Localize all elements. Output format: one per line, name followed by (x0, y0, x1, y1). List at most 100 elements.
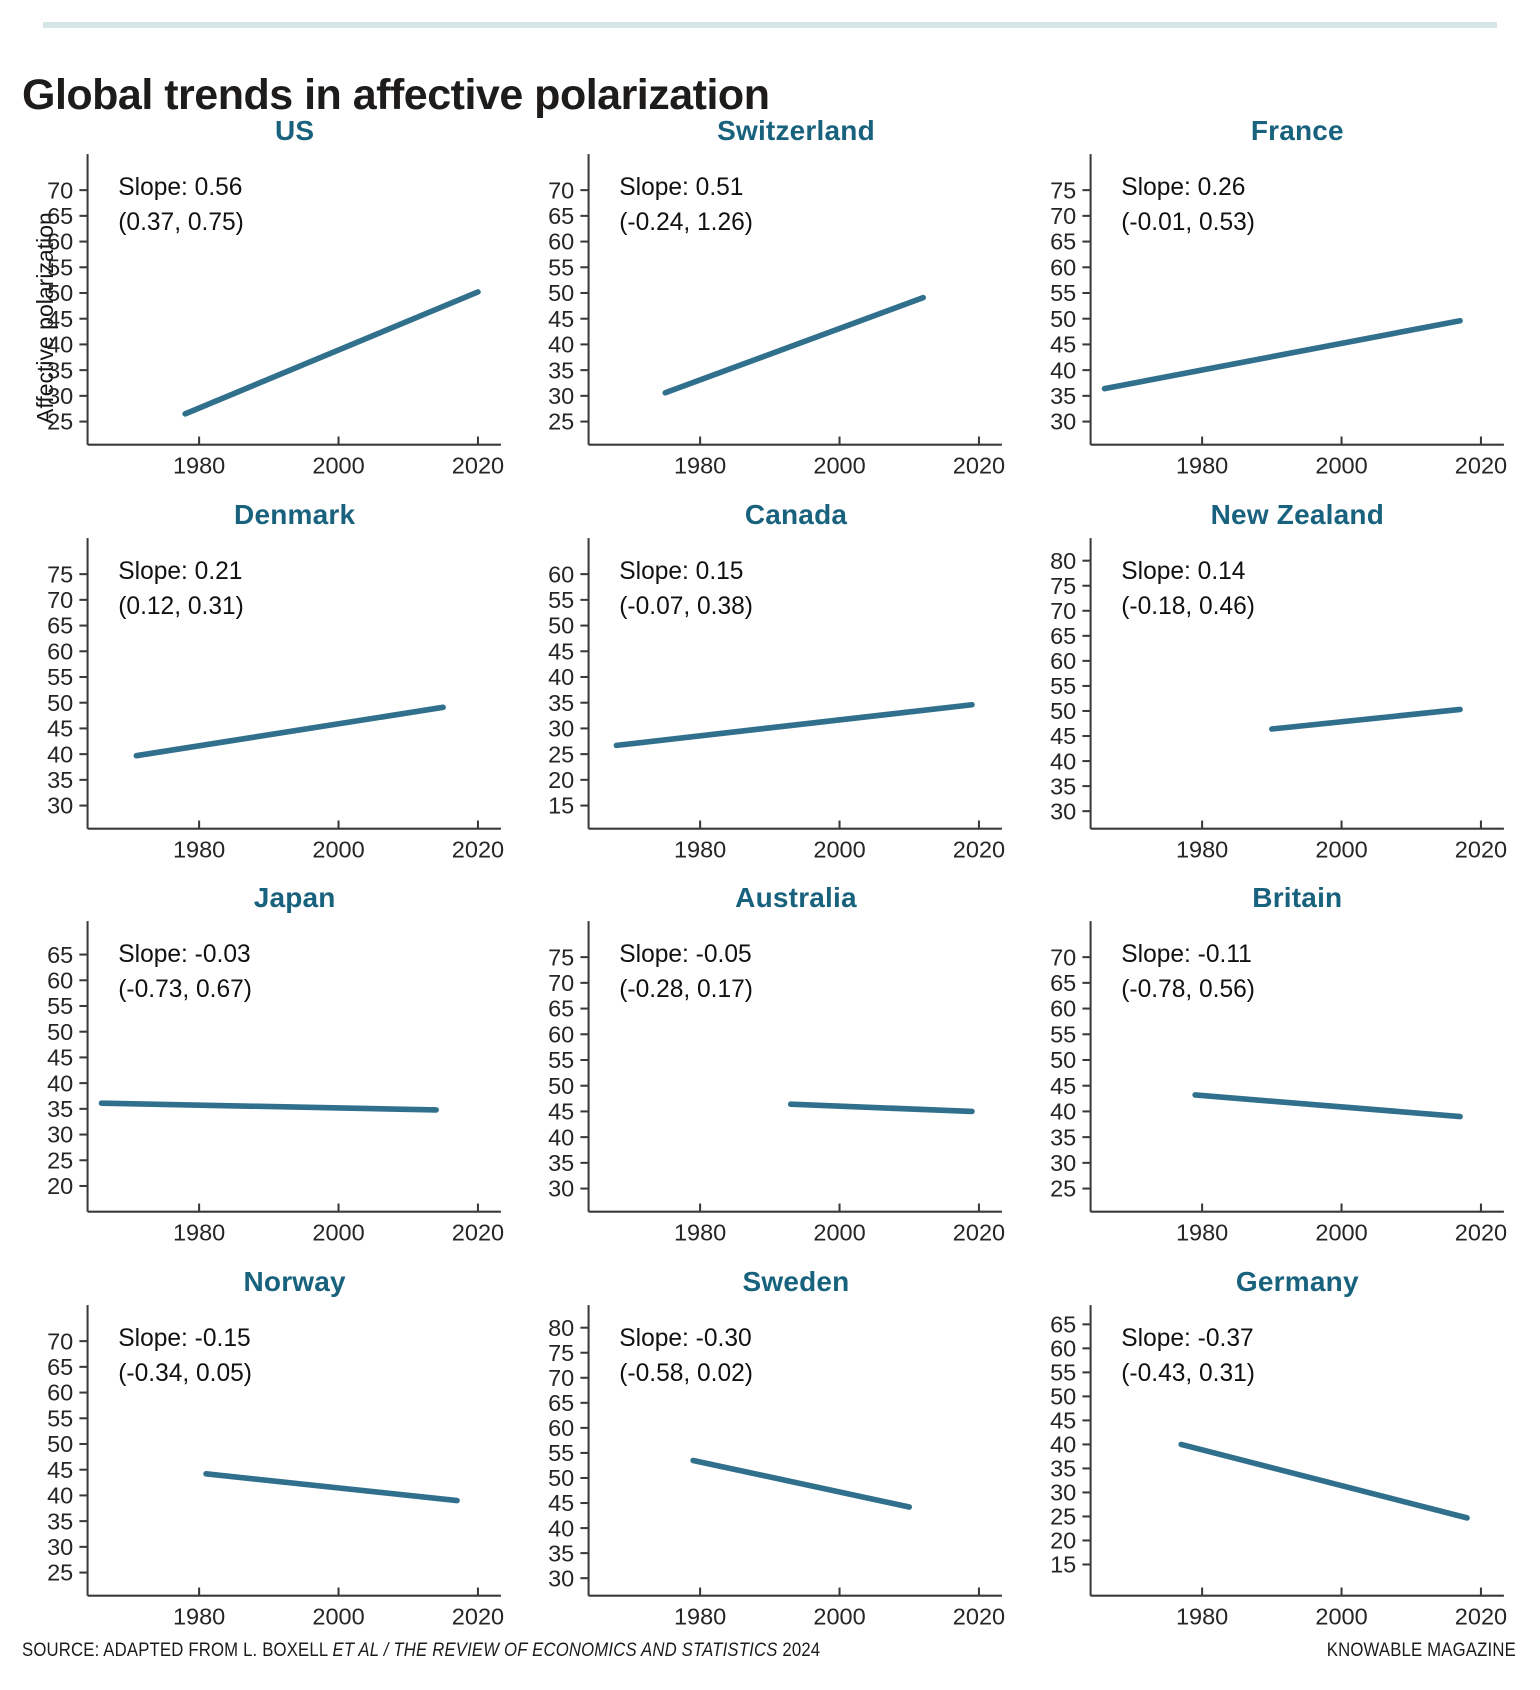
y-tick-label: 55 (47, 664, 73, 690)
y-tick-label: 30 (548, 1566, 574, 1592)
y-tick-label: 70 (548, 970, 574, 996)
y-tick-label: 40 (548, 664, 574, 690)
y-tick-label: 30 (1050, 409, 1076, 435)
y-tick-label: 45 (1050, 723, 1076, 749)
x-tick-label: 2000 (312, 836, 364, 862)
trend-line (1268, 706, 1463, 732)
slope-ci-annotation: (-0.01, 0.53) (1121, 209, 1255, 236)
slope-ci-annotation: (0.12, 0.31) (118, 593, 244, 620)
y-tick-label: 55 (548, 254, 574, 280)
y-tick-label: 55 (548, 1048, 574, 1074)
footer: SOURCE: ADAPTED FROM L. BOXELL ET AL / T… (22, 1640, 1516, 1662)
y-tick-label: 65 (548, 996, 574, 1022)
y-tick-label: 40 (1050, 1432, 1076, 1458)
y-tick-label: 60 (548, 1022, 574, 1048)
trend-line (788, 1101, 976, 1115)
chart-title-japan: Japan (253, 882, 336, 914)
slope-annotation: Slope: 0.56 (118, 174, 242, 201)
top-accent-rule (43, 22, 1497, 28)
chart-cell-norway: Norway 25 30 35 40 45 50 55 60 65 70 1980 2000 2020 Sl… (18, 1257, 519, 1641)
x-tick-label: 2000 (1315, 1220, 1367, 1246)
slope-ci-annotation: (-0.78, 0.56) (1121, 976, 1255, 1003)
x-tick-label: 2020 (1454, 1604, 1506, 1630)
y-tick-label: 75 (548, 1340, 574, 1366)
y-tick-label: 35 (47, 357, 73, 383)
y-tick-label: 70 (1050, 945, 1076, 971)
slope-ci-annotation: (-0.43, 0.31) (1121, 1360, 1255, 1387)
chart-title-canada: Canada (744, 498, 848, 530)
y-tick-label: 45 (548, 638, 574, 664)
y-tick-label: 55 (47, 1406, 73, 1432)
y-tick-label: 25 (1050, 1176, 1076, 1202)
x-tick-label: 2000 (1315, 836, 1367, 862)
x-tick-label: 2000 (814, 1220, 866, 1246)
y-tick-label: 45 (47, 1045, 73, 1071)
x-tick-label: 2000 (312, 452, 364, 478)
x-tick-label: 2000 (814, 1604, 866, 1630)
x-tick-label: 1980 (173, 836, 225, 862)
y-tick-label: 40 (548, 1125, 574, 1151)
source-credit-journal: ET AL / THE REVIEW OF ECONOMICS AND STAT… (332, 1640, 778, 1661)
y-tick-label: 55 (1050, 1360, 1076, 1386)
slope-ci-annotation: (-0.07, 0.38) (620, 593, 754, 620)
x-tick-label: 2020 (1454, 452, 1506, 478)
y-tick-label: 70 (548, 177, 574, 203)
chart-cell-australia: Australia 30 35 40 45 50 55 60 65 70 75 1980 2000 202… (519, 873, 1020, 1257)
y-tick-label: 45 (1050, 1073, 1076, 1099)
y-tick-label: 60 (1050, 254, 1076, 280)
chart-cell-france: France 30 35 40 45 50 55 60 65 70 75 1980 2000 2020 Sl… (1021, 106, 1522, 490)
x-tick-label: 1980 (1176, 836, 1228, 862)
y-tick-label: 70 (548, 1365, 574, 1391)
y-tick-label: 25 (47, 1560, 73, 1586)
y-tick-label: 20 (548, 767, 574, 793)
slope-annotation: Slope: -0.03 (118, 942, 250, 969)
chart-cell-canada: Canada 15 20 25 30 35 40 45 50 55 60 1980 2000 2020 Sl… (519, 490, 1020, 874)
x-tick-label: 2000 (312, 1220, 364, 1246)
y-tick-label: 40 (1050, 1099, 1076, 1125)
y-tick-label: 50 (47, 1019, 73, 1045)
y-tick-label: 80 (1050, 548, 1076, 574)
slope-annotation: Slope: -0.11 (1121, 942, 1252, 969)
y-tick-label: 75 (1050, 177, 1076, 203)
chart-title-norway: Norway (243, 1266, 346, 1298)
y-tick-label: 20 (1050, 1528, 1076, 1554)
y-tick-label: 55 (548, 1440, 574, 1466)
y-tick-label: 60 (1050, 648, 1076, 674)
y-tick-label: 50 (548, 1465, 574, 1491)
y-tick-label: 50 (1050, 306, 1076, 332)
trend-line (1101, 317, 1463, 392)
y-tick-label: 70 (1050, 203, 1076, 229)
x-tick-label: 1980 (173, 452, 225, 478)
y-tick-label: 65 (47, 942, 73, 968)
slope-annotation: Slope: 0.15 (620, 558, 744, 585)
slope-annotation: Slope: 0.51 (620, 174, 744, 201)
y-tick-label: 35 (548, 690, 574, 716)
y-tick-label: 50 (1050, 698, 1076, 724)
y-tick-label: 35 (1050, 1125, 1076, 1151)
y-tick-label: 40 (1050, 748, 1076, 774)
y-tick-label: 15 (1050, 1552, 1076, 1578)
y-tick-label: 40 (47, 741, 73, 767)
trend-line (662, 294, 927, 396)
y-tick-label: 40 (47, 1071, 73, 1097)
chart-cell-britain: Britain 25 30 35 40 45 50 55 60 65 70 1980 2000 2020 S… (1021, 873, 1522, 1257)
y-tick-label: 80 (548, 1315, 574, 1341)
trend-line (613, 701, 976, 748)
axes (580, 537, 1003, 830)
y-tick-label: 25 (1050, 1504, 1076, 1530)
y-tick-label: 45 (548, 1099, 574, 1125)
x-tick-label: 1980 (173, 1220, 225, 1246)
y-tick-label: 35 (47, 767, 73, 793)
slope-ci-annotation: (0.37, 0.75) (118, 209, 244, 236)
axes (79, 1305, 501, 1597)
chart-cell-us: US 25 30 35 40 45 50 55 60 65 70 1980 2000 2020 Slope:… (18, 106, 519, 490)
x-tick-label: 1980 (1176, 1604, 1228, 1630)
y-tick-label: 35 (1050, 383, 1076, 409)
y-tick-label: 25 (47, 1148, 73, 1174)
y-tick-label: 60 (1050, 996, 1076, 1022)
trend-line (98, 1100, 439, 1114)
